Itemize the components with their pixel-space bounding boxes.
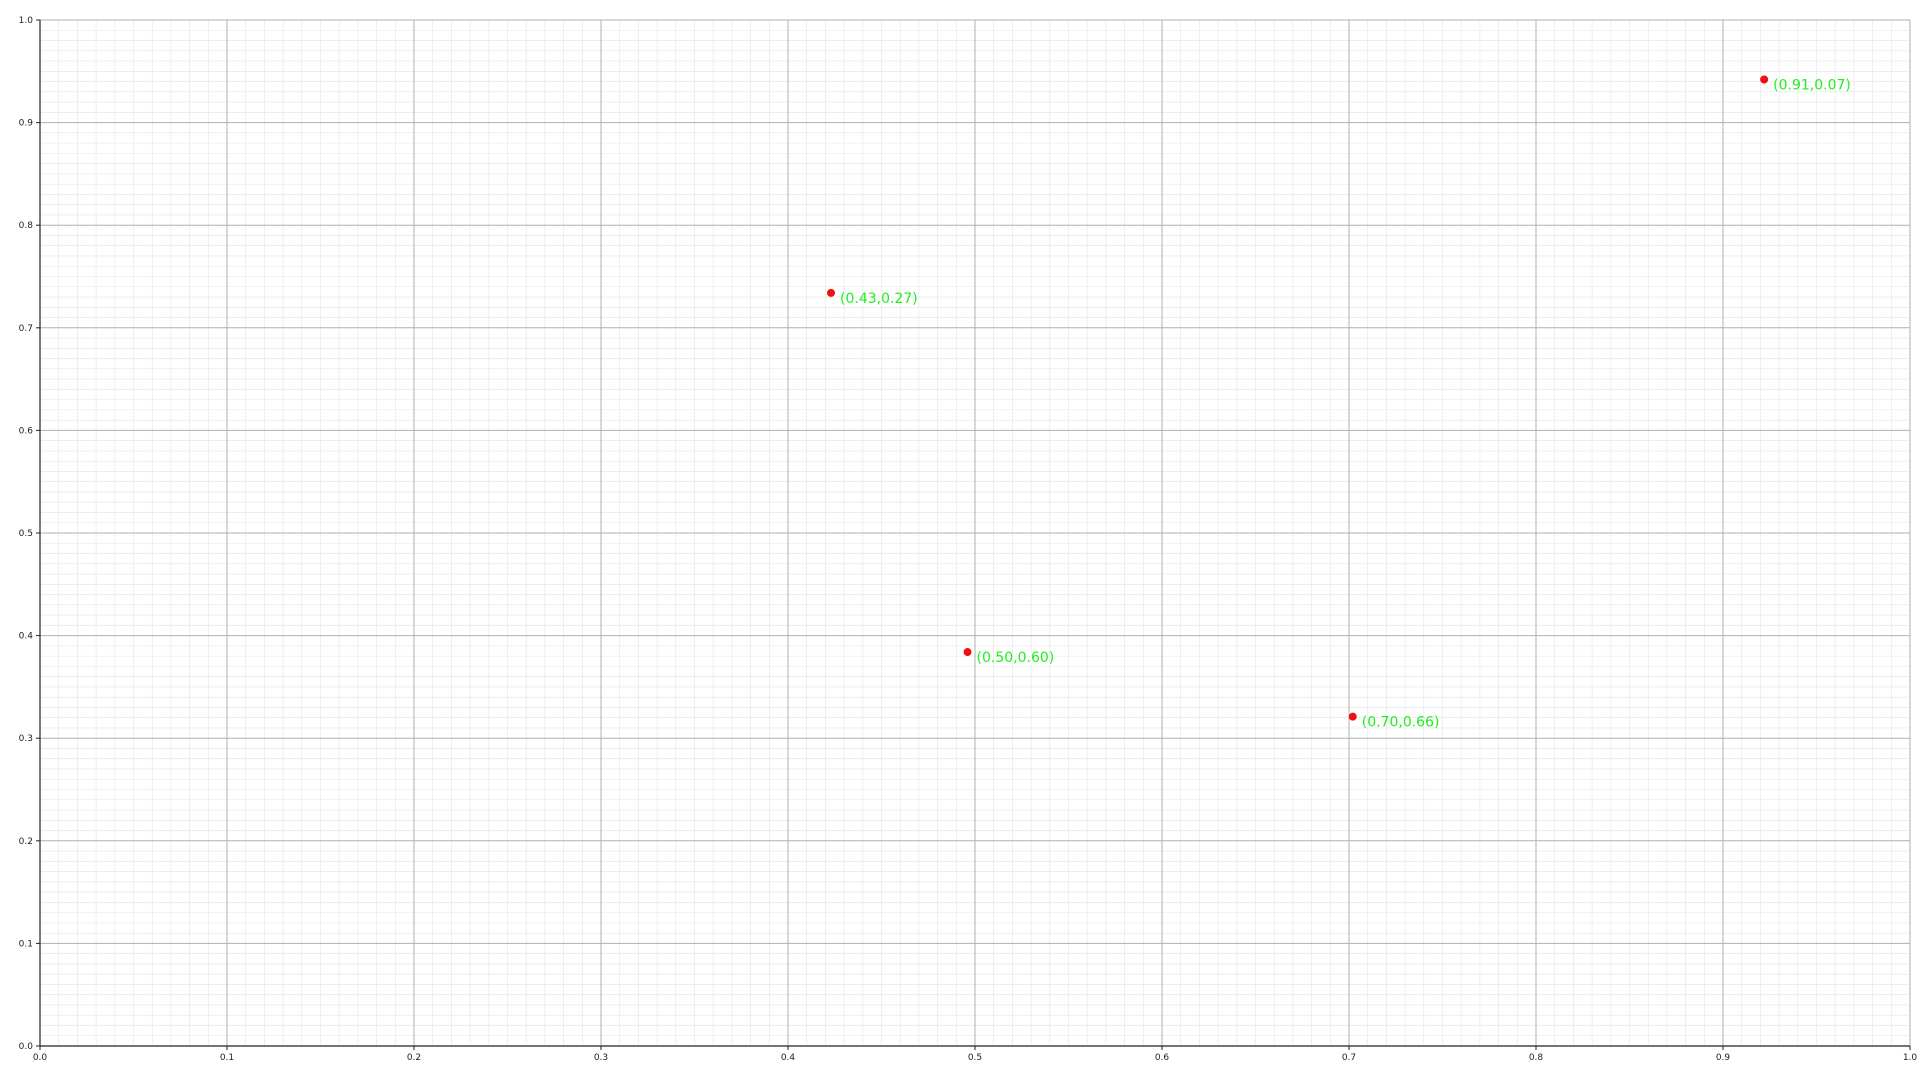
x-tick-label: 0.2 — [407, 1053, 421, 1063]
y-tick-label: 0.8 — [19, 221, 34, 231]
y-tick-label: 0.7 — [19, 324, 33, 334]
y-tick-label: 0.0 — [19, 1042, 34, 1052]
x-tick-label: 1.0 — [1903, 1053, 1918, 1063]
point-label: (0.50,0.60) — [977, 650, 1055, 666]
x-tick-label: 0.6 — [1155, 1053, 1170, 1063]
data-point-4: (0.91,0.07) — [1760, 75, 1851, 94]
point-marker — [1348, 712, 1357, 721]
y-axis-ticks: 0.0 0.1 0.2 0.3 0.4 0.5 0.6 0.7 0.8 0.9 1.0 — [19, 16, 40, 1052]
major-grid — [39, 19, 1911, 1047]
data-point-2: (0.50,0.60) — [963, 648, 1055, 666]
x-axis-ticks: 0.0 0.1 0.2 0.3 0.4 0.5 0.6 0.7 0.8 0.9 1.0 — [33, 1046, 1918, 1063]
x-tick-label: 0.1 — [220, 1053, 234, 1063]
y-tick-label: 0.5 — [19, 529, 33, 539]
x-tick-label: 0.0 — [33, 1053, 48, 1063]
y-tick-label: 0.9 — [19, 119, 34, 129]
point-marker — [827, 288, 836, 297]
y-tick-label: 0.3 — [19, 734, 33, 744]
point-marker — [963, 648, 972, 657]
data-point-1: (0.43,0.27) — [827, 288, 918, 307]
data-points: (0.43,0.27) (0.50,0.60) (0.70,0.66) (0.91,0… — [827, 75, 1851, 731]
point-marker — [1760, 75, 1769, 84]
x-tick-label: 0.3 — [594, 1053, 608, 1063]
point-label: (0.70,0.66) — [1362, 715, 1440, 731]
x-tick-label: 0.4 — [781, 1053, 796, 1063]
y-tick-label: 0.2 — [19, 837, 33, 847]
y-tick-label: 0.1 — [19, 939, 33, 949]
y-tick-label: 0.4 — [19, 632, 34, 642]
y-tick-label: 0.6 — [19, 426, 34, 436]
x-tick-label: 0.7 — [1342, 1053, 1356, 1063]
data-point-3: (0.70,0.66) — [1348, 712, 1440, 731]
y-tick-label: 1.0 — [19, 16, 34, 26]
point-label: (0.43,0.27) — [840, 291, 918, 307]
x-tick-label: 0.8 — [1529, 1053, 1544, 1063]
x-tick-label: 0.9 — [1716, 1053, 1731, 1063]
point-label: (0.91,0.07) — [1773, 78, 1851, 94]
x-tick-label: 0.5 — [968, 1053, 982, 1063]
